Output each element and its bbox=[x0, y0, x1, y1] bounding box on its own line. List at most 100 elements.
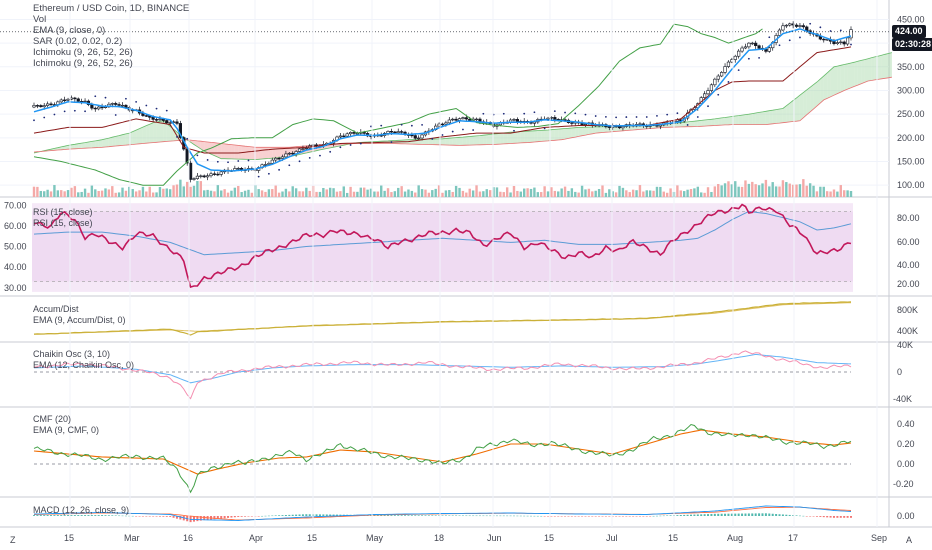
macd-histogram-bar bbox=[792, 515, 795, 516]
macd-histogram-bar bbox=[564, 516, 567, 517]
legend-ichimoku-2[interactable]: Ichimoku (9, 26, 52, 26) bbox=[33, 58, 133, 69]
volume-bar bbox=[77, 192, 80, 197]
volume-bar bbox=[659, 186, 662, 197]
volume-bar bbox=[611, 191, 614, 197]
macd-histogram-bar bbox=[73, 515, 76, 516]
cmf-legend-1[interactable]: CMF (20) bbox=[33, 414, 71, 424]
macd-histogram-bar bbox=[257, 516, 260, 517]
cloud-segment bbox=[595, 126, 600, 134]
macd-histogram-bar bbox=[383, 515, 386, 516]
volume-bar bbox=[315, 191, 318, 197]
macd-histogram-bar bbox=[506, 515, 509, 517]
macd-histogram-bar bbox=[169, 516, 172, 517]
chaikin-legend-1[interactable]: Chaikin Osc (3, 10) bbox=[33, 349, 111, 359]
volume-bar bbox=[97, 190, 100, 197]
macd-histogram-bar bbox=[679, 515, 682, 516]
ema-line bbox=[33, 28, 852, 172]
macd-histogram-bar bbox=[424, 515, 427, 516]
ad-legend-1[interactable]: Accum/Dist bbox=[33, 304, 79, 314]
legend-vol[interactable]: Vol bbox=[33, 14, 47, 25]
cloud-segment bbox=[452, 137, 457, 146]
cloud-segment bbox=[112, 136, 116, 147]
volume-bar bbox=[66, 190, 70, 197]
macd-histogram-bar bbox=[458, 515, 461, 517]
volume-bar bbox=[812, 185, 815, 197]
legend-ichimoku-1[interactable]: Ichimoku (9, 26, 52, 26) bbox=[33, 47, 133, 58]
timezone-button[interactable]: Z bbox=[10, 535, 16, 545]
ad-legend-2[interactable]: EMA (9, Accum/Dist, 0) bbox=[33, 314, 126, 325]
volume-bar bbox=[393, 191, 397, 197]
macd-histogram-bar bbox=[80, 515, 83, 516]
rsi-legend-1[interactable]: RSI (15, close) bbox=[33, 207, 93, 217]
macd-histogram-bar bbox=[771, 513, 774, 516]
volume-bar bbox=[625, 190, 628, 197]
candle-body bbox=[188, 162, 193, 180]
sar-dot bbox=[615, 116, 618, 119]
cloud-segment bbox=[582, 127, 586, 136]
auto-scale-button[interactable]: A bbox=[906, 535, 913, 545]
cloud-segment bbox=[806, 87, 811, 115]
macd-histogram-bar bbox=[659, 515, 662, 517]
candle-body bbox=[32, 105, 36, 108]
macd-histogram-bar bbox=[727, 513, 730, 516]
candle-body bbox=[73, 97, 77, 100]
macd-histogram-bar bbox=[693, 514, 696, 516]
candle-body bbox=[801, 25, 805, 28]
sar-dot bbox=[625, 116, 628, 118]
cloud-segment bbox=[704, 119, 708, 127]
macd-histogram-bar bbox=[768, 513, 771, 516]
cloud-segment bbox=[146, 124, 150, 144]
volume-bar bbox=[580, 185, 584, 197]
macd-histogram-bar bbox=[410, 515, 413, 516]
rsi-legend-2[interactable]: RSI (15, close) bbox=[33, 217, 93, 228]
volume-bar bbox=[424, 189, 427, 197]
cloud-segment bbox=[799, 92, 804, 121]
volume-bar bbox=[121, 187, 124, 197]
sar-dot bbox=[850, 43, 852, 46]
candle-body bbox=[788, 23, 792, 26]
volume-bar bbox=[577, 192, 580, 197]
legend-sar[interactable]: SAR (0.02, 0.02, 0.2) bbox=[33, 36, 123, 47]
cloud-segment bbox=[731, 116, 736, 125]
x-tick: Sep bbox=[871, 533, 887, 543]
sar-dot bbox=[645, 116, 648, 118]
macd-histogram-bar bbox=[118, 515, 121, 517]
sar-dot bbox=[431, 138, 434, 140]
cloud-segment bbox=[289, 147, 293, 157]
rsi-left-tick: 60.00 bbox=[4, 221, 27, 231]
cloud-segment bbox=[721, 117, 725, 126]
macd-histogram-bar bbox=[666, 515, 669, 516]
volume-bar bbox=[63, 191, 66, 197]
macd-legend-1[interactable]: MACD (12, 26, close, 9) bbox=[33, 505, 130, 515]
legend-title[interactable]: Ethereum / USD Coin, 1D, BINANCE bbox=[33, 3, 190, 14]
macd-histogram-bar bbox=[519, 515, 522, 517]
candle-body bbox=[842, 41, 846, 45]
chaikin-ema-line bbox=[33, 353, 852, 384]
macd-histogram-bar bbox=[53, 515, 56, 516]
cmf-tick: 0.20 bbox=[897, 439, 915, 449]
volume-bar bbox=[165, 188, 168, 197]
main-legend: Ethereum / USD Coin, 1D, BINANCE Vol EMA… bbox=[33, 3, 189, 69]
volume-bar bbox=[434, 188, 437, 197]
macd-histogram-bar bbox=[417, 515, 420, 516]
cloud-segment bbox=[885, 53, 889, 79]
macd-histogram-bar bbox=[720, 513, 723, 516]
volume-bar bbox=[49, 191, 53, 197]
macd-histogram-bar bbox=[131, 515, 134, 517]
candle-body bbox=[607, 126, 611, 128]
cloud-segment bbox=[840, 64, 845, 93]
sar-dot bbox=[186, 137, 189, 140]
chaikin-legend-2[interactable]: EMA (12, Chaikin Osc, 0) bbox=[33, 359, 135, 370]
cmf-legend-2[interactable]: EMA (9, CMF, 0) bbox=[33, 424, 100, 435]
macd-histogram-bar bbox=[587, 516, 590, 517]
pane-bg-2 bbox=[0, 296, 889, 342]
candle-body bbox=[270, 159, 274, 164]
candle-body bbox=[49, 103, 53, 105]
volume-bar bbox=[373, 191, 376, 197]
volume-bar bbox=[151, 192, 155, 197]
volume-bar bbox=[158, 187, 162, 197]
sar-dot bbox=[176, 135, 178, 138]
legend-ema[interactable]: EMA (9, close, 0) bbox=[33, 25, 106, 36]
macd-histogram-bar bbox=[70, 515, 73, 516]
